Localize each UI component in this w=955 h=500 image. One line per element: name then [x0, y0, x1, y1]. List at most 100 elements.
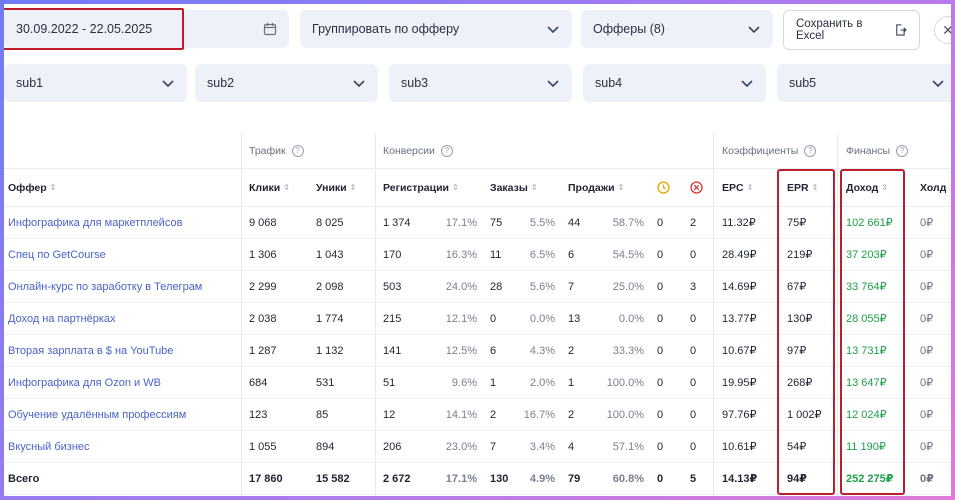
cell-offer[interactable]: Спец по GetCourse — [4, 239, 106, 270]
stats-frame: 30.09.2022 - 22.05.2025 Группировать по … — [4, 4, 951, 496]
cell-sales-value: 2 — [568, 344, 575, 357]
cell-uniques-value: 1 043 — [316, 248, 344, 261]
column-divider — [241, 133, 242, 496]
col-registrations[interactable]: Регистрации ⇕ — [383, 181, 459, 194]
cell-orders-value: 7 — [490, 440, 497, 453]
col-pending[interactable] — [653, 169, 670, 206]
sub3-select[interactable]: sub3 — [389, 64, 572, 102]
cell-epc: 19.95₽ — [718, 367, 757, 398]
info-icon[interactable]: ? — [896, 144, 909, 157]
cell-offer-value[interactable]: Инфографика для Ozon и WB — [8, 376, 161, 389]
cell-pending-value: 0 — [657, 312, 664, 325]
cell-offer[interactable]: Доход на партнёрках — [4, 303, 116, 334]
group-by-select[interactable]: Группировать по офферу — [300, 10, 572, 48]
sub1-select[interactable]: sub1 — [4, 64, 187, 102]
cell-offer-value[interactable]: Инфографика для маркетплейсов — [8, 216, 183, 229]
sort-icon: ⇕ — [49, 183, 57, 192]
cell-clicks: 2 038 — [245, 303, 277, 334]
cell-orders: 7 3.4% — [486, 431, 561, 462]
cell-epc: 13.77₽ — [718, 303, 757, 334]
cell-sales-value: 4 — [568, 440, 575, 453]
cell-orders-value: 130 — [490, 472, 509, 485]
cell-clicks-value: 1 287 — [249, 344, 277, 357]
cell-registrations: 2 672 17.1% — [379, 463, 483, 494]
cell-offer[interactable]: Онлайн-курс по заработку в Телеграм — [4, 271, 202, 302]
cell-registrations: 1 374 17.1% — [379, 207, 483, 238]
col-sales[interactable]: Продажи ⇕ — [568, 181, 625, 194]
cell-clicks-value: 123 — [249, 408, 268, 421]
cell-offer[interactable]: Обучение удалённым профессиям — [4, 399, 186, 430]
col-uniques[interactable]: Уники ⇕ — [316, 181, 357, 194]
cell-epc-value: 28.49₽ — [722, 249, 757, 261]
date-range-field[interactable]: 30.09.2022 - 22.05.2025 — [4, 8, 289, 50]
info-icon[interactable]: ? — [291, 144, 304, 157]
cell-orders-value: 0 — [490, 312, 497, 325]
cell-hold: 0₽ — [916, 271, 933, 302]
cell-offer-value[interactable]: Вторая зарплата в $ на YouTube — [8, 344, 174, 357]
calendar-icon[interactable] — [263, 22, 277, 36]
cell-offer-value[interactable]: Вкусный бизнес — [8, 440, 90, 453]
cell-epc-value: 97.76₽ — [722, 409, 757, 421]
cell-offer-value[interactable]: Обучение удалённым профессиям — [8, 408, 187, 421]
export-icon — [896, 24, 907, 36]
cell-offer-value[interactable]: Спец по GetCourse — [8, 248, 106, 261]
chevron-down-icon — [932, 80, 944, 88]
info-icon[interactable]: ? — [804, 144, 817, 157]
col-offer[interactable]: Оффер ⇕ — [8, 181, 57, 194]
info-icon[interactable]: ? — [440, 144, 453, 157]
cell-registrations: 51 9.6% — [379, 367, 483, 398]
cell-registrations-percent: 24.0% — [445, 280, 477, 293]
cell-rejected-value: 0 — [690, 312, 697, 325]
cell-sales: 79 60.8% — [564, 463, 650, 494]
cell-rejected: 0 — [686, 303, 696, 334]
cell-uniques: 1 132 — [312, 335, 344, 366]
cell-sales-value: 13 — [568, 312, 581, 325]
cell-pending: 0 — [653, 367, 663, 398]
col-rejected[interactable] — [686, 169, 703, 206]
offers-select[interactable]: Офферы (8) — [581, 10, 773, 48]
cell-epc-value: 19.95₽ — [722, 377, 757, 389]
cell-offer[interactable]: Инфографика для маркетплейсов — [4, 207, 182, 238]
col-clicks[interactable]: Клики ⇕ — [249, 181, 290, 194]
close-icon: ✕ — [942, 21, 951, 38]
cell-offer[interactable]: Инфографика для Ozon и WB — [4, 367, 161, 398]
sub4-select[interactable]: sub4 — [583, 64, 766, 102]
col-orders[interactable]: Заказы ⇕ — [490, 181, 538, 194]
cell-sales: 13 0.0% — [564, 303, 650, 334]
cell-pending-value: 0 — [657, 344, 664, 357]
cell-clicks-value: 1 055 — [249, 440, 277, 453]
group-by-value: Группировать по офферу — [312, 22, 460, 36]
cell-offer-value[interactable]: Онлайн-курс по заработку в Телеграм — [8, 280, 203, 293]
cell-orders: 0 0.0% — [486, 303, 561, 334]
col-hold[interactable]: Холд — [920, 181, 947, 194]
export-excel-button[interactable]: Сохранить в Excel — [783, 10, 920, 50]
cell-epr: 1 002₽ — [783, 399, 822, 430]
cell-epr: 130₽ — [783, 303, 812, 334]
cell-epc-value: 13.77₽ — [722, 313, 757, 325]
cell-pending-value: 0 — [657, 248, 664, 261]
sub1-value: sub1 — [16, 76, 44, 90]
col-income[interactable]: Доход ⇕ — [846, 181, 888, 194]
col-epc[interactable]: EPC ⇕ — [722, 181, 754, 194]
cell-offer-value[interactable]: Доход на партнёрках — [8, 312, 116, 325]
cell-hold: 0₽ — [916, 431, 933, 462]
close-button[interactable]: ✕ — [934, 16, 951, 44]
cell-orders: 1 2.0% — [486, 367, 561, 398]
cell-registrations-value: 12 — [383, 408, 396, 421]
cell-pending-value: 0 — [657, 472, 664, 485]
sub5-select[interactable]: sub5 — [777, 64, 951, 102]
sort-icon: ⇕ — [811, 183, 819, 192]
cell-pending: 0 — [653, 335, 663, 366]
col-epr[interactable]: EPR ⇕ — [787, 181, 819, 194]
cell-hold-value: 0₽ — [920, 473, 934, 485]
sub2-select[interactable]: sub2 — [195, 64, 378, 102]
cell-pending: 0 — [653, 207, 663, 238]
cell-offer[interactable]: Вторая зарплата в $ на YouTube — [4, 335, 173, 366]
cell-orders-percent: 6.5% — [529, 248, 555, 261]
cell-uniques-value: 85 — [316, 408, 329, 421]
cell-rejected-value: 5 — [690, 472, 697, 485]
cell-hold: 0₽ — [916, 335, 933, 366]
cell-offer[interactable]: Вкусный бизнес — [4, 431, 90, 462]
cell-epc: 10.67₽ — [718, 335, 757, 366]
cell-rejected: 3 — [686, 271, 696, 302]
